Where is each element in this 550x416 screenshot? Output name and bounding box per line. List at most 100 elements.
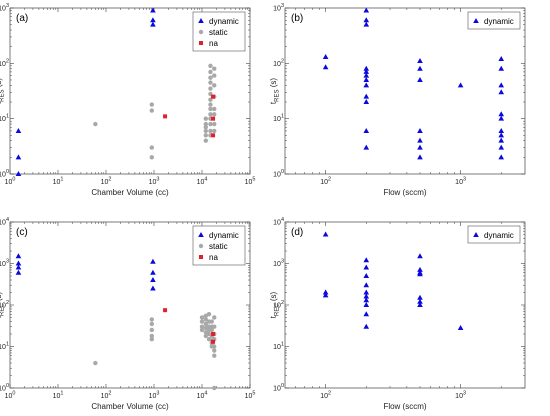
data-point-static — [199, 327, 205, 333]
data-point-static — [93, 360, 98, 366]
data-point-dynamic — [363, 297, 370, 303]
data-point-dynamic — [498, 55, 505, 61]
data-point-static — [199, 324, 205, 329]
legend-marker-static — [198, 243, 204, 249]
data-point-dynamic — [498, 144, 505, 150]
data-point-dynamic — [150, 17, 156, 23]
data-point-dynamic — [417, 137, 423, 143]
plot-frame — [284, 7, 526, 175]
y-tick-base: 10 — [273, 61, 281, 68]
y-tick-exponent: 4 — [6, 217, 9, 223]
data-point-dynamic — [322, 231, 329, 237]
data-point-dynamic — [150, 7, 156, 13]
data-point-dynamic — [15, 269, 22, 275]
data-point-static — [203, 321, 209, 327]
y-axis-label-unit: (s) — [0, 291, 3, 303]
legend — [467, 11, 521, 30]
data-point-dynamic — [322, 54, 329, 60]
y-axis-label-main: t — [0, 315, 3, 318]
data-point-dynamic — [498, 89, 505, 95]
data-point-dynamic — [417, 58, 423, 64]
x-tick-exponent: 5 — [252, 177, 255, 183]
y-tick-exponent: 2 — [6, 58, 9, 64]
data-point-static — [203, 333, 209, 339]
legend-marker-dynamic — [198, 18, 204, 23]
data-point-static — [208, 112, 213, 117]
data-point-dynamic — [363, 99, 370, 105]
data-point-dynamic — [498, 111, 505, 117]
x-tick-base: 10 — [320, 393, 328, 400]
x-tick-label: 101 — [53, 391, 64, 401]
y-tick-exponent: 3 — [281, 259, 284, 265]
data-point-static — [212, 128, 217, 134]
data-point-static — [208, 80, 213, 85]
y-tick-label: 103 — [273, 259, 284, 269]
y-tick-base: 10 — [273, 6, 281, 13]
y-tick-label: 101 — [273, 342, 284, 352]
data-point-static — [212, 112, 217, 117]
data-point-dynamic — [363, 257, 370, 263]
y-axis-label-unit: (s) — [269, 78, 278, 90]
y-tick-label: 100 — [273, 383, 284, 393]
data-point-dynamic — [15, 127, 22, 133]
y-axis-label-main: t — [269, 101, 278, 104]
y-tick-exponent: 1 — [6, 114, 9, 120]
x-tick-exponent: 3 — [156, 391, 159, 397]
data-point-na — [163, 114, 168, 119]
data-point-static — [208, 75, 213, 80]
x-tick-base: 10 — [245, 393, 253, 400]
y-tick-label: 101 — [0, 114, 9, 124]
data-point-dynamic — [417, 294, 423, 300]
x-tick-base: 10 — [101, 393, 109, 400]
x-tick-base: 10 — [149, 179, 157, 186]
y-tick-label: 101 — [273, 114, 284, 124]
data-point-static — [203, 121, 209, 127]
x-tick-label: 103 — [149, 391, 160, 401]
y-tick-label: 104 — [0, 217, 9, 227]
y-tick-exponent: 1 — [281, 114, 284, 120]
data-point-dynamic — [498, 132, 505, 138]
y-tick-label: 100 — [0, 169, 9, 179]
x-tick-label: 105 — [245, 177, 256, 187]
data-point-dynamic — [363, 289, 370, 295]
data-point-dynamic — [363, 17, 370, 23]
data-point-static — [208, 102, 213, 107]
y-tick-label: 102 — [0, 300, 9, 310]
y-tick-base: 10 — [0, 261, 6, 268]
data-point-na — [211, 116, 216, 121]
x-tick-base: 10 — [245, 179, 253, 186]
y-tick-label: 104 — [273, 217, 284, 227]
data-point-dynamic — [363, 264, 370, 270]
data-point-dynamic — [15, 260, 22, 266]
x-tick-exponent: 4 — [204, 177, 207, 183]
data-point-static — [149, 333, 155, 339]
legend-label-static: static — [209, 28, 228, 37]
legend-label-dynamic: dynamic — [484, 231, 514, 240]
data-point-dynamic — [498, 137, 505, 143]
data-point-na — [211, 94, 216, 99]
y-axis-label-sub: RES — [275, 89, 281, 101]
data-point-dynamic — [363, 272, 370, 278]
data-point-dynamic — [322, 292, 329, 298]
y-tick-exponent: 0 — [281, 383, 284, 389]
y-axis-label-sub: REC — [275, 303, 281, 316]
data-point-dynamic — [150, 285, 156, 291]
legend-label-dynamic: dynamic — [209, 231, 239, 240]
x-tick-exponent: 1 — [60, 177, 63, 183]
y-tick-label: 103 — [0, 259, 9, 269]
data-point-dynamic — [150, 277, 156, 283]
y-tick-exponent: 0 — [6, 383, 9, 389]
x-tick-label: 103 — [455, 391, 466, 401]
y-tick-base: 10 — [0, 61, 6, 68]
data-point-dynamic — [150, 21, 156, 27]
legend-label-na: na — [209, 253, 218, 262]
data-point-dynamic — [150, 258, 156, 264]
data-point-na — [163, 308, 168, 313]
legend — [467, 225, 521, 244]
y-tick-label: 102 — [273, 300, 284, 310]
x-tick-label: 102 — [101, 391, 112, 401]
